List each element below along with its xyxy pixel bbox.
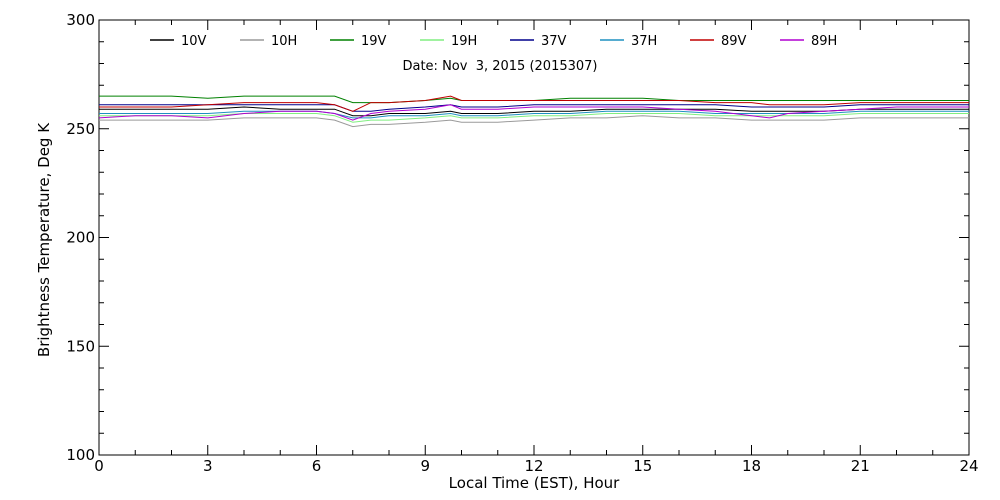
series-line-19h [99, 113, 969, 123]
y-tick-label: 150 [66, 337, 95, 355]
series-line-89v [99, 95, 969, 112]
y-tick-label: 250 [66, 120, 95, 138]
x-axis-title: Local Time (EST), Hour [449, 474, 620, 492]
legend-label-89v: 89V [721, 34, 747, 49]
y-tick-label: 300 [66, 11, 95, 29]
legend-label-19h: 19H [451, 34, 477, 49]
series-line-89h [98, 104, 969, 121]
legend-label-37v: 37V [541, 34, 567, 49]
series-line-37h [99, 110, 969, 119]
legend-label-37h: 37H [631, 34, 657, 49]
x-tick-label: 6 [312, 457, 322, 475]
x-tick-label: 18 [742, 457, 761, 475]
legend-label-19v: 19V [361, 34, 387, 49]
x-tick-label: 9 [420, 457, 430, 475]
y-tick-label: 100 [66, 446, 95, 464]
x-tick-label: 24 [959, 457, 978, 475]
legend: 10V 10H 19V 19H 37V 37H 89V 89H [150, 34, 837, 49]
series-lines [98, 95, 969, 128]
x-tick-label: 15 [633, 457, 652, 475]
axis-ticks [98, 19, 970, 456]
y-axis-title: Brightness Temperature, Deg K [35, 122, 53, 357]
legend-label-89h: 89H [811, 34, 837, 49]
x-tick-label: 21 [851, 457, 870, 475]
chart-subtitle: Date: Nov 3, 2015 (2015307) [402, 59, 597, 74]
legend-label-10h: 10H [271, 34, 297, 49]
legend-label-10v: 10V [181, 34, 207, 49]
x-tick-label: 12 [524, 457, 543, 475]
series-line-10h [99, 115, 969, 128]
series-line-37v [99, 104, 969, 112]
x-tick-label: 3 [203, 457, 213, 475]
y-tick-label: 200 [66, 229, 95, 247]
x-tick-label: 0 [94, 457, 104, 475]
series-line-19v [99, 95, 969, 104]
plot-frame [98, 19, 970, 456]
axis-tick-labels: 0 3 6 9 12 15 18 21 24 100 150 200 250 300 [66, 11, 978, 475]
series-line-10v [99, 106, 969, 117]
